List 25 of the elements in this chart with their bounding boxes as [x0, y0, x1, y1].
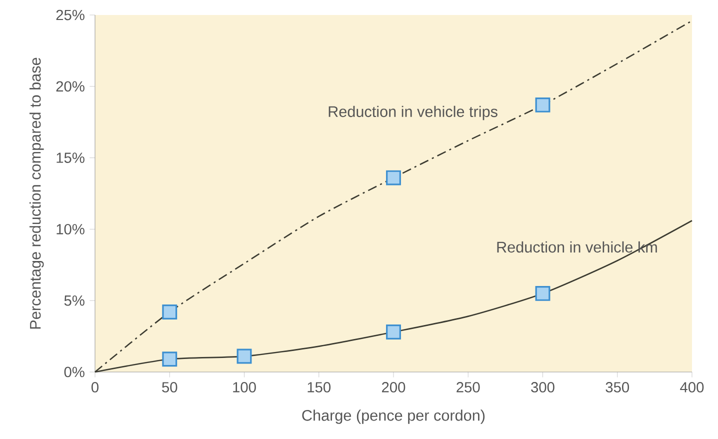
x-tick-label: 150	[308, 382, 331, 392]
x-tick-label: 100	[233, 382, 256, 392]
point	[236, 348, 252, 364]
y-tick-label: 25%	[56, 10, 84, 20]
y-axis-title: Percentage reduction compared to base	[30, 58, 44, 329]
x-tick-label: 50	[162, 382, 178, 392]
point	[535, 286, 550, 301]
x-tick-label: 250	[456, 382, 480, 392]
y-tick-label: 5%	[64, 295, 84, 306]
point	[386, 324, 401, 340]
x-axis-title: Charge (pence per cordon)	[302, 410, 485, 424]
y-tick-label: 20%	[56, 81, 84, 92]
x-tick-label: 300	[531, 382, 554, 392]
x-tick-label: 200	[382, 382, 406, 392]
point	[162, 352, 178, 367]
y-tick-label: 0%	[64, 366, 84, 378]
x-tick-label: 400	[680, 382, 704, 392]
x-tick-label: 350	[606, 382, 630, 392]
y-tick-label: 10%	[56, 224, 84, 234]
point	[386, 170, 401, 186]
y-tick-label: 15%	[56, 152, 84, 163]
series-label: Reduction in vehicle trips	[328, 106, 498, 120]
x-tick-label: 0	[91, 382, 98, 392]
point	[535, 97, 550, 112]
point	[162, 304, 178, 320]
